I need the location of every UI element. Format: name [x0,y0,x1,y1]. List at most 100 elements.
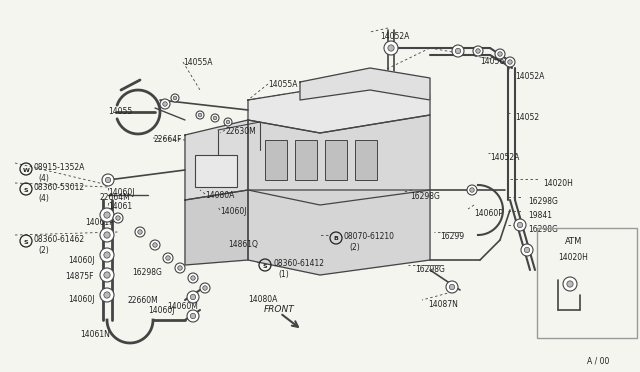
Text: 14061N: 14061N [80,330,110,339]
Circle shape [498,52,502,56]
Circle shape [517,222,523,228]
Text: (2): (2) [38,246,49,255]
Text: 14080A: 14080A [248,295,277,304]
Text: FRONT: FRONT [264,305,295,314]
Bar [325,140,347,180]
Text: 14055: 14055 [108,107,132,116]
Circle shape [138,230,142,234]
Text: 14060P: 14060P [474,209,503,218]
Text: 16298G: 16298G [132,268,162,277]
Circle shape [446,281,458,293]
Text: 08070-61210: 08070-61210 [344,232,395,241]
Text: 22660M: 22660M [128,296,159,305]
Circle shape [190,313,196,319]
Text: 16298G: 16298G [410,192,440,201]
Text: 14052A: 14052A [515,72,545,81]
Bar [265,140,287,180]
Circle shape [102,174,114,186]
Circle shape [150,240,160,250]
Text: 14020H: 14020H [543,179,573,188]
Circle shape [113,213,123,223]
Text: 08360-53012: 08360-53012 [34,183,85,192]
Text: 14060M: 14060M [167,302,198,311]
Circle shape [384,41,398,55]
Circle shape [213,116,217,120]
Polygon shape [300,68,430,100]
Circle shape [100,228,114,242]
Circle shape [153,243,157,247]
Text: (2): (2) [349,243,360,252]
Text: 14060J: 14060J [68,295,95,304]
Text: W: W [22,167,29,173]
Circle shape [104,272,110,278]
Text: 14087N: 14087N [428,300,458,309]
Text: 14875F: 14875F [65,272,93,281]
Circle shape [567,281,573,287]
Polygon shape [185,190,248,265]
Text: 14061P: 14061P [85,218,114,227]
Circle shape [104,292,110,298]
Circle shape [470,188,474,192]
Text: 22630A: 22630A [205,162,234,171]
Polygon shape [248,190,430,275]
Circle shape [163,102,167,106]
Circle shape [473,46,483,56]
Circle shape [514,219,526,231]
Text: 08360-61462: 08360-61462 [34,235,85,244]
Circle shape [524,247,530,253]
Text: 08915-1352A: 08915-1352A [34,163,85,172]
Circle shape [476,49,480,53]
Text: 16298G: 16298G [528,197,558,206]
Text: 14020H: 14020H [558,253,588,262]
Circle shape [160,99,170,109]
Circle shape [166,256,170,260]
Text: 14055A: 14055A [183,58,212,67]
Text: 22664M: 22664M [100,193,131,202]
Text: S: S [24,240,28,244]
Circle shape [495,49,505,59]
Circle shape [100,248,114,262]
Circle shape [100,268,114,282]
Text: A / 00: A / 00 [587,357,609,366]
Circle shape [190,294,196,300]
Circle shape [171,94,179,102]
Text: (1): (1) [278,270,289,279]
Bar [355,140,377,180]
Circle shape [100,208,114,222]
Circle shape [100,288,114,302]
Text: 16299: 16299 [440,232,464,241]
Circle shape [187,310,199,322]
Text: 14052A: 14052A [380,32,410,41]
Text: 14061: 14061 [108,202,132,211]
Text: 14060J: 14060J [108,188,134,197]
Circle shape [224,118,232,126]
Circle shape [198,113,202,117]
Text: 14052A: 14052A [490,153,520,162]
Circle shape [106,177,111,183]
Bar [195,155,237,187]
Text: 14055A: 14055A [268,80,298,89]
Bar [537,228,637,338]
Text: 22630M: 22630M [225,127,256,136]
Circle shape [467,185,477,195]
Circle shape [449,284,454,290]
Circle shape [163,253,173,263]
Text: 14060J: 14060J [148,306,175,315]
Circle shape [508,60,512,64]
Circle shape [104,212,110,218]
Circle shape [455,48,461,54]
Bar [295,140,317,180]
Circle shape [563,277,577,291]
Text: 16298G: 16298G [528,225,558,234]
Circle shape [104,232,110,238]
Polygon shape [248,115,430,205]
Text: 19841: 19841 [528,211,552,220]
Circle shape [203,286,207,290]
Text: (4): (4) [38,194,49,203]
Text: B: B [333,237,339,241]
Text: 14060J: 14060J [68,256,95,265]
Text: ATM: ATM [565,237,582,246]
Text: 14080A: 14080A [205,191,234,200]
Text: S: S [24,187,28,192]
Text: 14861Q: 14861Q [228,240,258,249]
